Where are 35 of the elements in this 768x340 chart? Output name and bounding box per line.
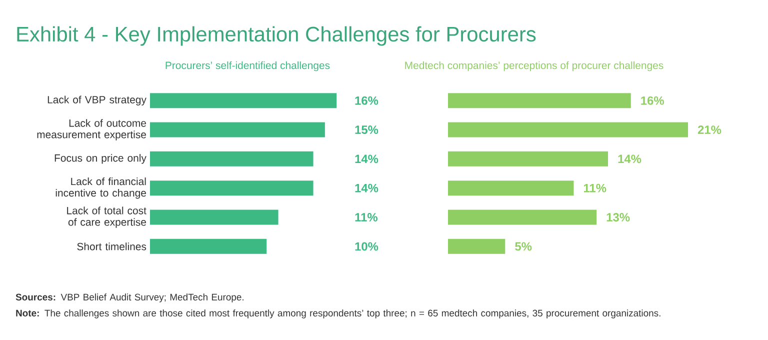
y-tick-label: Focus on price only <box>54 154 146 164</box>
bar <box>150 151 314 166</box>
y-tick-label: Lack of financial incentive to change <box>56 177 146 199</box>
y-tick-label: Lack of outcome measurement expertise <box>37 119 146 140</box>
y-tick-label: Short timelines <box>77 242 146 250</box>
bar <box>448 210 597 225</box>
text: Note: The challenges shown are those cited most frequently among respondents’ top three; n = 65 medtech companies, 35 procurement organizations. <box>16 310 660 318</box>
bar <box>150 210 278 225</box>
bar <box>448 180 574 196</box>
chart-title: Exhibit 4 - Key Implementation Challenges for Procurers <box>17 26 536 46</box>
bar <box>448 151 608 166</box>
bar <box>150 180 314 196</box>
bar <box>150 238 267 254</box>
chart-subtitle: Procurers’ self-identified challenges <box>166 61 330 72</box>
data-label: 14% <box>355 154 378 164</box>
bar <box>150 93 337 108</box>
data-label: 5% <box>515 242 532 251</box>
bar <box>448 122 688 138</box>
data-label: 11% <box>584 184 606 192</box>
text: Sources: VBP Belief Audit Survey; MedTech Europe. <box>16 294 244 302</box>
data-label: 10% <box>355 242 378 251</box>
data-label: 14% <box>355 184 378 192</box>
bar <box>448 93 631 108</box>
chart-subtitle: Medtech companies’ perceptions of procurer challenges <box>405 61 664 72</box>
data-label: 16% <box>641 96 664 105</box>
data-label: 11% <box>355 213 378 222</box>
data-label: 21% <box>698 126 722 134</box>
data-label: 13% <box>606 213 630 222</box>
data-label: 16% <box>355 96 378 105</box>
bar <box>448 238 506 254</box>
y-tick-label: Lack of total cost of care expertise <box>67 206 146 228</box>
data-label: 14% <box>618 154 642 164</box>
y-tick-label: Lack of VBP strategy <box>48 96 146 106</box>
data-label: 15% <box>355 126 378 134</box>
bar <box>150 122 325 138</box>
